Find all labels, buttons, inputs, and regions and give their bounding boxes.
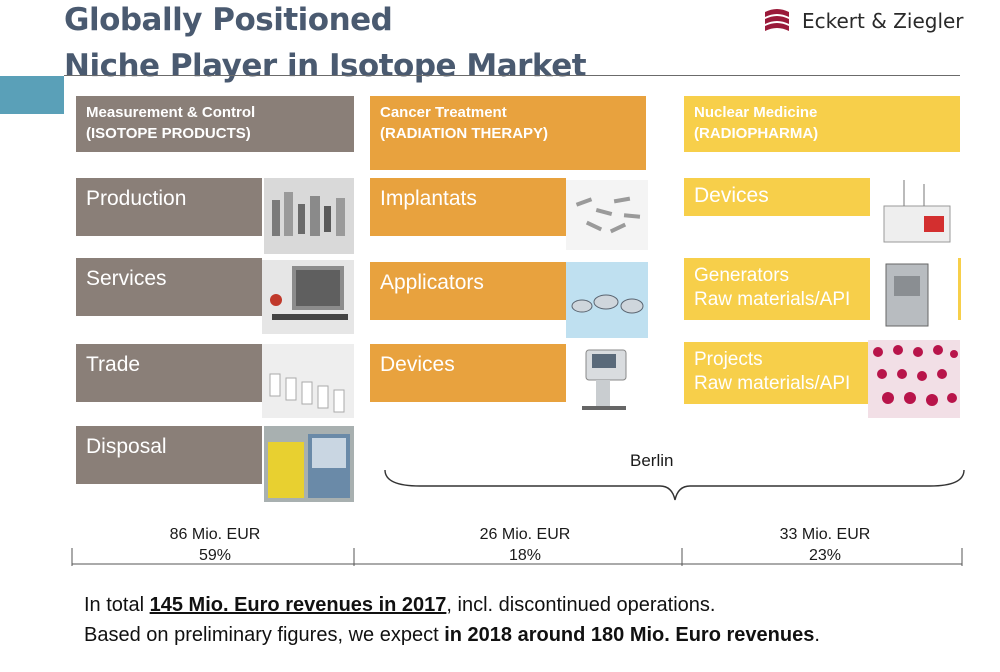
company-logo: Eckert & Ziegler	[762, 6, 964, 36]
revenue-amount: 33 Mio. EUR	[779, 526, 871, 543]
page-subtitle: Niche Player in Isotope Market	[64, 48, 587, 84]
revenue-share: 59%	[198, 547, 232, 564]
services-image	[262, 260, 354, 334]
column-header-nuclear: Nuclear Medicine (RADIOPHARMA)	[684, 96, 960, 152]
header-line: (RADIATION THERAPY)	[380, 125, 549, 142]
projects-image	[868, 340, 960, 418]
revenue-nuclear: 33 Mio. EUR 23%	[740, 524, 910, 566]
tile-generators: Generators Raw materials/API	[684, 258, 870, 320]
accent-block	[0, 76, 64, 114]
curly-brace-icon	[384, 469, 965, 501]
footer-text: .	[814, 624, 820, 646]
production-image	[264, 178, 354, 254]
trade-image	[262, 344, 354, 418]
footer-line-1: In total 145 Mio. Euro revenues in 2017,…	[84, 594, 715, 617]
generator-image	[872, 258, 952, 332]
footer-text: , incl. discontinued operations.	[446, 594, 716, 616]
footer-text: In total	[84, 594, 150, 616]
revenue-axis	[71, 548, 963, 566]
nuclear-device-image	[874, 176, 960, 252]
applicators-image	[566, 262, 648, 338]
brace-label: Berlin	[630, 451, 674, 470]
footer-emphasis: in 2018 around 180 Mio. Euro revenues	[444, 624, 815, 646]
footer-line-2: Based on preliminary figures, we expect …	[84, 624, 820, 647]
header-line: (RADIOPHARMA)	[694, 125, 819, 142]
implantats-image	[566, 180, 648, 250]
revenue-share: 18%	[508, 547, 542, 564]
page-title: Globally Positioned	[64, 2, 393, 38]
generators-edge	[958, 258, 961, 320]
logo-mark-icon	[765, 9, 789, 31]
disposal-image	[264, 426, 354, 502]
tile-services: Services	[76, 258, 262, 316]
revenue-share: 23%	[808, 547, 842, 564]
footer-text: Based on preliminary figures, we expect	[84, 624, 445, 646]
header-line: Measurement & Control	[86, 104, 256, 121]
footer-emphasis: 145 Mio. Euro revenues in 2017	[149, 594, 447, 616]
tile-disposal: Disposal	[76, 426, 262, 484]
revenue-measurement: 86 Mio. EUR 59%	[130, 524, 300, 566]
tile-production: Production	[76, 178, 262, 236]
tile-implantats: Implantats	[370, 178, 566, 236]
header-line: Cancer Treatment	[380, 104, 507, 121]
tile-trade: Trade	[76, 344, 262, 402]
tile-projects: Projects Raw materials/API	[684, 342, 870, 404]
header-line: Nuclear Medicine	[694, 104, 818, 121]
revenue-amount: 26 Mio. EUR	[479, 526, 571, 543]
column-header-cancer: Cancer Treatment (RADIATION THERAPY)	[370, 96, 646, 170]
revenue-cancer: 26 Mio. EUR 18%	[440, 524, 610, 566]
logo-text: Eckert & Ziegler	[802, 9, 964, 33]
title-divider	[64, 75, 960, 76]
column-header-measurement: Measurement & Control (ISOTOPE PRODUCTS)	[76, 96, 354, 152]
therapy-device-image	[566, 344, 648, 418]
tile-devices-nuclear: Devices	[684, 178, 870, 216]
tile-applicators: Applicators	[370, 262, 566, 320]
revenue-amount: 86 Mio. EUR	[169, 526, 261, 543]
header-line: (ISOTOPE PRODUCTS)	[86, 125, 251, 142]
tile-devices-therapy: Devices	[370, 344, 566, 402]
